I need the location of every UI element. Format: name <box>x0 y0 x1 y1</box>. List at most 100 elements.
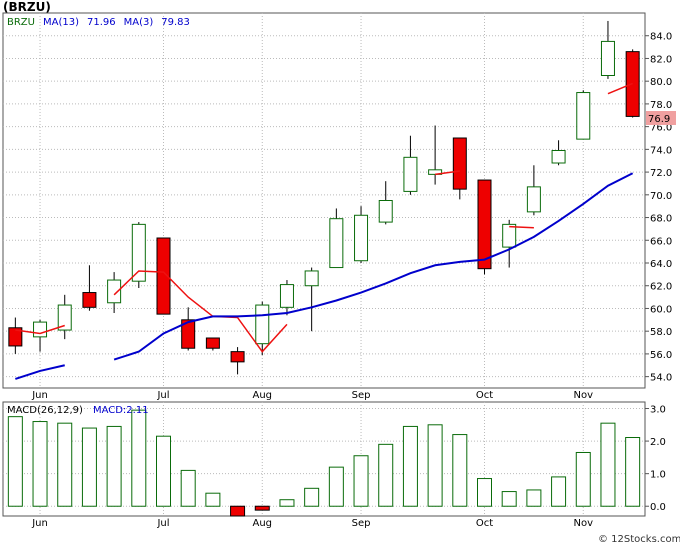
month-label: Oct <box>476 518 493 529</box>
candle-body <box>8 327 23 347</box>
month-label: Jul <box>156 518 169 529</box>
price-tick-label: 78.0 <box>650 100 672 111</box>
macd-panel-frame <box>2 401 646 517</box>
macd-bar <box>551 476 567 507</box>
macd-bar <box>625 437 641 507</box>
candle-body <box>279 284 294 308</box>
candle-body <box>107 279 122 304</box>
price-tick-label: 60.0 <box>650 304 672 315</box>
macd-bar <box>156 435 171 507</box>
candle-body <box>576 92 591 140</box>
macd-tick-label: 0.0 <box>650 502 666 513</box>
price-tick-label: 58.0 <box>650 327 672 338</box>
x-axis-labels: Jun Jun Jul Jul Aug Aug Sep Sep Oct Oct Nov Nov <box>31 390 593 529</box>
candle-body <box>57 304 72 331</box>
price-tick-label: 62.0 <box>650 282 672 293</box>
price-tick-label: 76.0 <box>650 123 672 134</box>
macd-legend-entry: MACD(26,12,9) <box>7 405 83 416</box>
chart-title: (BRZU) <box>3 0 51 14</box>
month-label: Sep <box>352 390 371 401</box>
month-label: Nov <box>574 390 594 401</box>
macd-bar <box>353 455 369 507</box>
candle-body <box>255 304 270 345</box>
candle-body <box>502 223 517 248</box>
candle-body <box>403 156 418 192</box>
last-price-label: 76.9 <box>648 114 670 125</box>
legends: BRZU MA(13) 71.96 MA(3) 79.83 MACD(26,12,9) MA… <box>7 17 190 416</box>
candle-body <box>131 223 146 282</box>
candle-body <box>329 218 344 269</box>
macd-bar <box>402 425 418 507</box>
macd-bar <box>81 427 97 507</box>
macd-tick-label: 1.0 <box>650 470 666 481</box>
price-tick-label: 80.0 <box>650 77 672 88</box>
macd-bar <box>452 434 468 507</box>
macd-bar <box>205 492 221 507</box>
ma13-line <box>15 364 65 380</box>
candle-body <box>82 292 97 308</box>
macd-bar <box>131 409 147 507</box>
candle-body <box>230 351 245 363</box>
macd-bar <box>600 422 616 507</box>
candle-body <box>600 40 615 76</box>
candles <box>8 20 640 375</box>
price-legend-entry: 79.83 <box>161 17 190 28</box>
ma3-line <box>607 82 633 95</box>
price-tick-label: 74.0 <box>650 145 672 156</box>
macd-legend-entry: MACD:2.11 <box>93 405 149 416</box>
macd-bar <box>477 478 492 507</box>
month-label: Jun <box>31 390 48 401</box>
price-legend-entry: MA(3) <box>124 17 154 28</box>
candle-body <box>304 270 319 287</box>
macd-bar <box>575 451 591 507</box>
footer-credit: © 12Stocks.com <box>598 534 680 545</box>
macd-bar <box>57 422 73 507</box>
ma13-line <box>113 172 634 361</box>
price-legend-entry: BRZU <box>7 17 35 28</box>
macd-bar <box>378 443 394 507</box>
price-legend-entry: MA(13) <box>43 17 79 28</box>
price-tick-label: 66.0 <box>650 236 672 247</box>
candle-body <box>33 321 48 338</box>
ma3-line <box>113 270 288 353</box>
price-tick-label: 64.0 <box>650 259 672 270</box>
candle-body <box>354 214 369 262</box>
price-tick-label: 82.0 <box>650 54 672 65</box>
macd-bar <box>501 491 517 507</box>
price-tick-label: 56.0 <box>650 350 672 361</box>
month-label: Sep <box>352 518 371 529</box>
ma3-line <box>435 170 460 176</box>
macd-bar <box>328 466 344 507</box>
candle-body <box>452 137 467 190</box>
macd-bars <box>7 409 641 517</box>
macd-bar <box>32 421 48 507</box>
macd-bar <box>230 505 246 517</box>
month-label: Aug <box>253 518 273 529</box>
macd-bar <box>304 487 320 507</box>
month-label: Oct <box>476 390 493 401</box>
price-legend-entry: 71.96 <box>87 17 116 28</box>
macd-bar <box>180 469 196 507</box>
candle-body <box>205 337 220 349</box>
price-panel-frame <box>2 12 646 389</box>
candle-body <box>477 179 492 270</box>
macd-bar <box>106 425 122 507</box>
ma3-line <box>15 324 65 335</box>
price-tick-label: 54.0 <box>650 373 672 384</box>
macd-bar <box>526 489 542 507</box>
y-axis-labels: 84.0 82.0 80.0 78.0 76.0 74.0 72.0 70.0 68.0 66.0… <box>650 32 672 514</box>
moving-average-lines <box>15 82 634 380</box>
ma3-line <box>509 225 534 229</box>
month-label: Jun <box>31 518 48 529</box>
candle-body <box>526 186 541 213</box>
price-tick-label: 72.0 <box>650 168 672 179</box>
macd-tick-label: 3.0 <box>650 405 666 416</box>
macd-bar <box>427 424 443 507</box>
macd-bar <box>7 416 23 507</box>
macd-tick-label: 2.0 <box>650 437 666 448</box>
month-label: Aug <box>253 390 273 401</box>
month-label: Jul <box>156 390 169 401</box>
candle-body <box>551 150 566 164</box>
candle-body <box>156 237 171 315</box>
